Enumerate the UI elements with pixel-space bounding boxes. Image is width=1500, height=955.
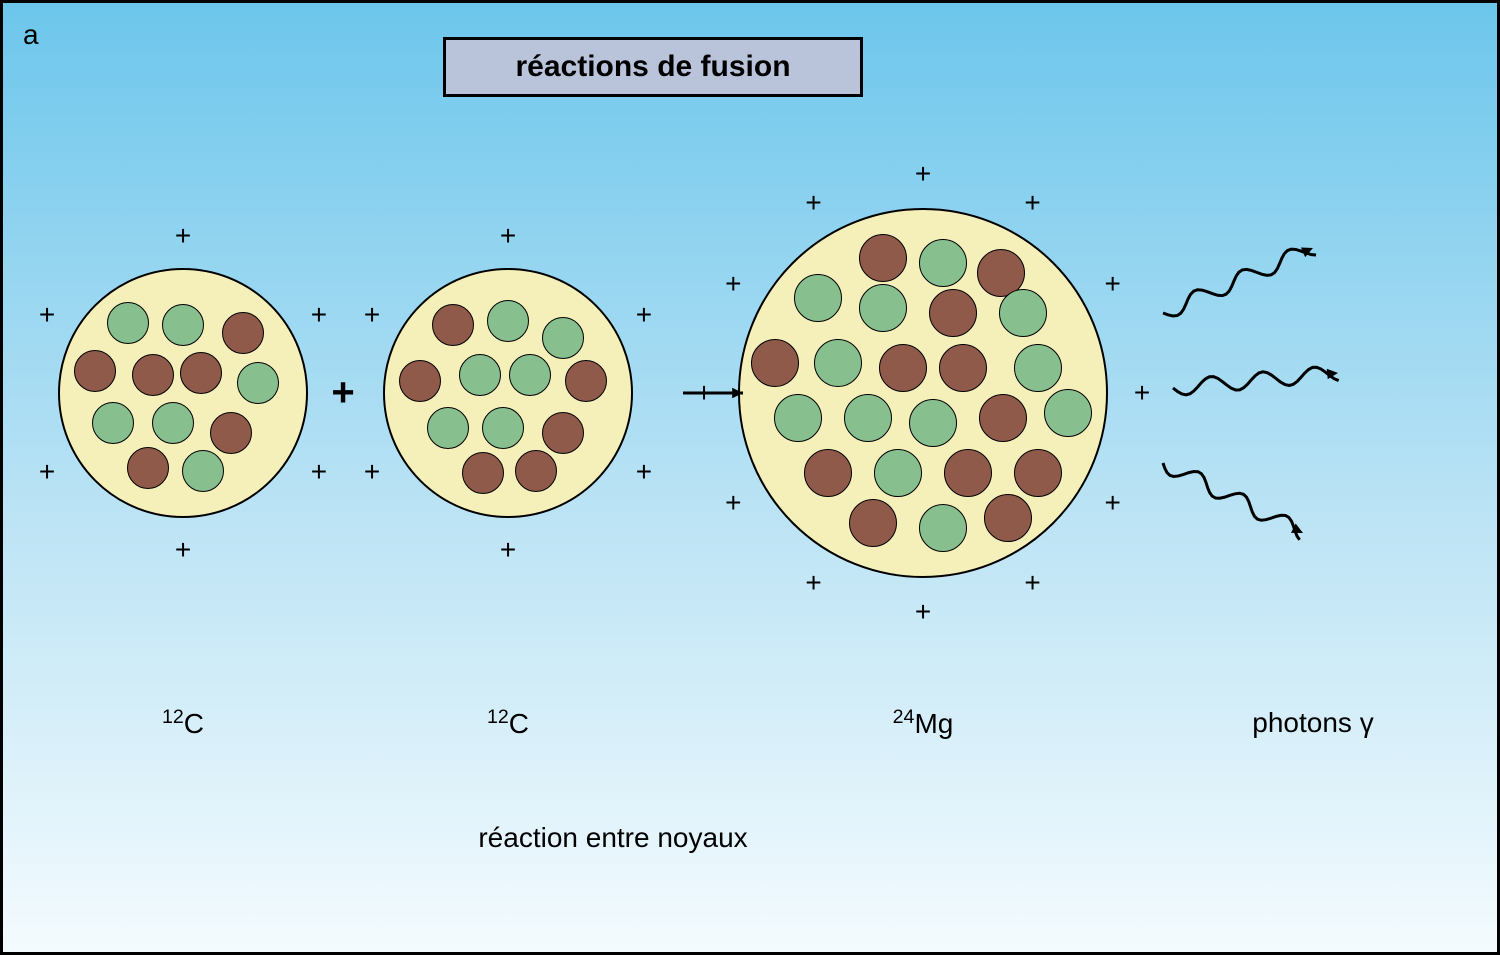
charge-plus-icon: + xyxy=(1024,189,1040,217)
proton xyxy=(804,449,852,497)
proton xyxy=(1014,449,1062,497)
neutron xyxy=(999,289,1047,337)
charge-plus-icon: + xyxy=(1104,489,1120,517)
proton xyxy=(929,289,977,337)
charge-plus-icon: + xyxy=(636,458,652,486)
charge-plus-icon: + xyxy=(311,301,327,329)
charge-plus-icon: + xyxy=(725,489,741,517)
neutron xyxy=(814,339,862,387)
charge-plus-icon: + xyxy=(915,598,931,626)
charge-plus-icon: + xyxy=(39,458,55,486)
neutron xyxy=(427,407,469,449)
neutron xyxy=(1044,389,1092,437)
proton xyxy=(462,452,504,494)
plus-operator: + xyxy=(331,371,354,416)
proton xyxy=(222,312,264,354)
neutron xyxy=(182,450,224,492)
proton xyxy=(432,304,474,346)
label-c12-right: 12C xyxy=(487,706,529,740)
proton xyxy=(879,344,927,392)
neutron xyxy=(874,449,922,497)
photons-label: photons γ xyxy=(1252,707,1373,739)
proton xyxy=(859,234,907,282)
charge-plus-icon: + xyxy=(915,160,931,188)
charge-plus-icon: + xyxy=(175,536,191,564)
charge-plus-icon: + xyxy=(805,569,821,597)
charge-plus-icon: + xyxy=(1024,569,1040,597)
neutron xyxy=(509,354,551,396)
proton xyxy=(939,344,987,392)
caption: réaction entre noyaux xyxy=(478,822,747,854)
neutron xyxy=(794,274,842,322)
proton xyxy=(565,360,607,402)
charge-plus-icon: + xyxy=(175,222,191,250)
neutron xyxy=(459,354,501,396)
neutron xyxy=(1014,344,1062,392)
neutron xyxy=(919,239,967,287)
neutron xyxy=(107,302,149,344)
neutron xyxy=(844,394,892,442)
proton xyxy=(984,494,1032,542)
proton xyxy=(944,449,992,497)
proton xyxy=(210,412,252,454)
proton xyxy=(515,450,557,492)
label-c12-left: 12C xyxy=(162,706,204,740)
proton xyxy=(132,354,174,396)
proton xyxy=(751,339,799,387)
charge-plus-icon: + xyxy=(364,458,380,486)
title-box: réactions de fusion xyxy=(443,37,863,97)
proton xyxy=(849,499,897,547)
neutron xyxy=(92,402,134,444)
photon-wave-icon xyxy=(1173,367,1339,395)
neutron xyxy=(482,407,524,449)
charge-plus-icon: + xyxy=(311,458,327,486)
charge-plus-icon: + xyxy=(1104,270,1120,298)
neutron xyxy=(909,399,957,447)
proton xyxy=(399,360,441,402)
label-mg24: 24Mg xyxy=(893,706,954,740)
neutron xyxy=(237,362,279,404)
charge-plus-icon: + xyxy=(696,379,712,407)
neutron xyxy=(919,504,967,552)
neutron xyxy=(774,394,822,442)
charge-plus-icon: + xyxy=(500,536,516,564)
proton xyxy=(127,447,169,489)
neutron xyxy=(487,300,529,342)
charge-plus-icon: + xyxy=(636,301,652,329)
charge-plus-icon: + xyxy=(500,222,516,250)
charge-plus-icon: + xyxy=(39,301,55,329)
charge-plus-icon: + xyxy=(364,301,380,329)
charge-plus-icon: + xyxy=(1134,379,1150,407)
proton xyxy=(74,350,116,392)
proton xyxy=(979,394,1027,442)
charge-plus-icon: + xyxy=(805,189,821,217)
photon-wave-icon xyxy=(1163,249,1316,316)
neutron xyxy=(542,317,584,359)
title-text: réactions de fusion xyxy=(515,50,790,84)
neutron xyxy=(859,284,907,332)
charge-plus-icon: + xyxy=(725,270,741,298)
diagram-canvas: a réactions de fusion + réaction entre n… xyxy=(0,0,1500,955)
proton xyxy=(542,412,584,454)
panel-letter: a xyxy=(23,19,39,51)
neutron xyxy=(162,304,204,346)
proton xyxy=(180,352,222,394)
photon-wave-icon xyxy=(1163,463,1300,540)
neutron xyxy=(152,402,194,444)
